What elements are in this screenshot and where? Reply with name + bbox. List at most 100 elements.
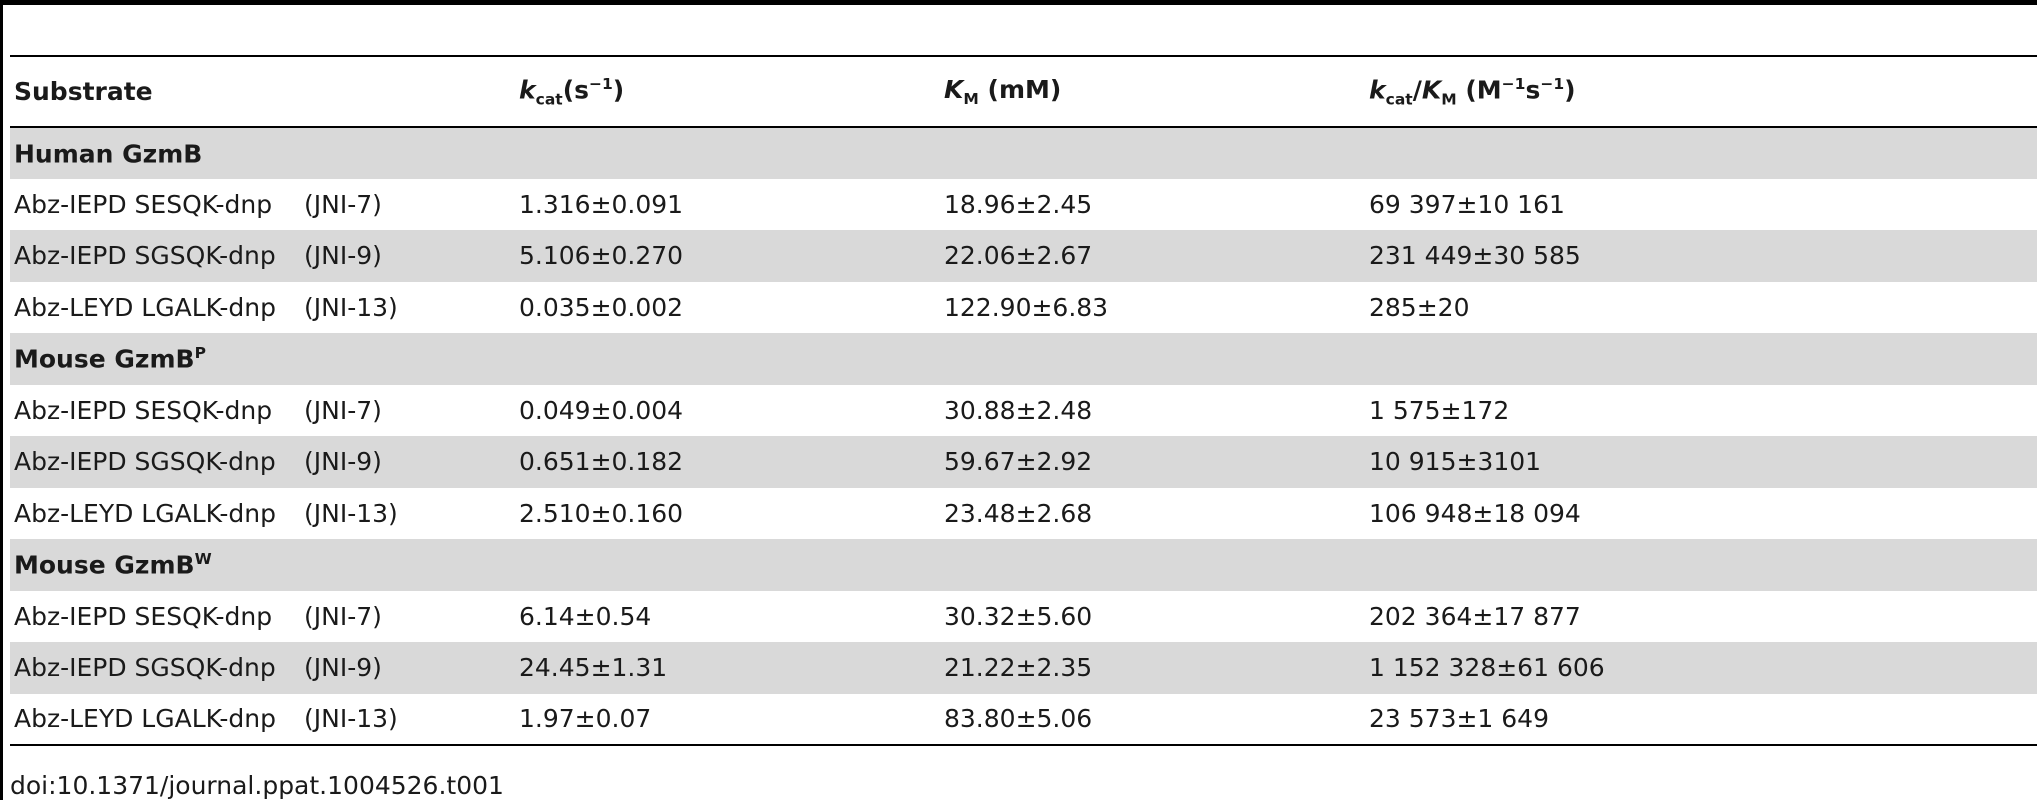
header-km: KM (mM) [940,55,1365,128]
group-header-row: Mouse GzmBP [10,333,2037,385]
substrate-cell: Abz-IEPD SGSQK-dnp (JNI-9) [10,230,515,282]
km-cell: 22.06±2.67 [940,230,1365,282]
substrate-cell: Abz-IEPD SESQK-dnp (JNI-7) [10,385,515,437]
kcat-cell: 0.049±0.004 [519,395,684,425]
ratio-cell: 202 364±17 877 [1369,601,1581,631]
doi-footnote[interactable]: doi:10.1371/journal.ppat.1004526.t001 [10,771,504,800]
table-row: Abz-IEPD SESQK-dnp (JNI-7) 0.049±0.004 30… [10,385,2037,437]
header-substrate: Substrate [10,55,515,128]
ratio-unit-sup2: −1 [1540,74,1565,93]
kcat-cell: 24.45±1.31 [515,642,940,694]
table-body: Human GzmB Abz-IEPD SESQK-dnp (JNI-7) 1.3… [10,127,2037,746]
km-cell: 18.96±2.45 [944,189,1093,219]
ratio-unit-close: ) [1564,75,1576,105]
substrate-cell: Abz-LEYD LGALK-dnp (JNI-13) [10,282,515,334]
kcat-cell: 0.651±0.182 [515,436,940,488]
ratio-cell: 10 915±3101 [1365,436,2037,488]
kcat-cell: 6.14±0.54 [519,601,652,631]
group-title: Mouse GzmBP [10,333,2037,385]
table-row: Abz-IEPD SGSQK-dnp (JNI-9) 24.45±1.31 21.… [10,642,2037,694]
substrate-code: (JNI-9) [304,241,382,271]
substrate-name: Abz-IEPD SGSQK-dnp [14,241,276,271]
km-symbol: K [944,75,964,104]
ratio-K-subscript: M [1441,90,1457,109]
substrate-cell: Abz-IEPD SGSQK-dnp (JNI-9) [10,642,515,694]
substrate-cell: Abz-LEYD LGALK-dnp (JNI-13) [10,488,515,540]
group-name-sup: W [194,550,212,569]
substrate-code: (JNI-7) [304,189,382,219]
ratio-cell: 106 948±18 094 [1369,498,1581,528]
group-header-row: Mouse GzmBW [10,539,2037,591]
substrate-code: (JNI-13) [304,704,398,734]
substrate-code: (JNI-9) [304,447,382,477]
table-row: Abz-IEPD SGSQK-dnp (JNI-9) 0.651±0.182 59… [10,436,2037,488]
substrate-code: (JNI-7) [304,601,382,631]
ratio-cell: 23 573±1 649 [1365,693,2037,746]
group-name: Mouse GzmB [14,344,195,374]
kinetics-table: Substrate kcat(s−1) KM (mM) kcat/KM (M−1… [10,55,2037,746]
group-name-sup: P [194,344,206,363]
table-header: Substrate kcat(s−1) KM (mM) kcat/KM (M−1… [10,55,2037,128]
ratio-unit-open: (M [1456,75,1502,105]
km-cell: 83.80±5.06 [940,693,1365,746]
kcat-cell: 1.316±0.091 [519,189,684,219]
kcat-cell: 0.035±0.002 [519,292,684,322]
substrate-name: Abz-LEYD LGALK-dnp [14,498,277,528]
kinetics-table-container: Substrate kcat(s−1) KM (mM) kcat/KM (M−1… [10,55,2037,746]
group-header-row: Human GzmB [10,127,2037,179]
km-unit: (mM) [978,75,1062,104]
substrate-name: Abz-IEPD SGSQK-dnp [14,653,276,683]
ratio-unit-sup1: −1 [1501,74,1526,93]
km-subscript: M [963,90,979,108]
substrate-cell: Abz-LEYD LGALK-dnp (JNI-13) [10,693,515,746]
kcat-cell: 2.510±0.160 [519,498,684,528]
group-name: Human GzmB [14,138,203,168]
substrate-name: Abz-IEPD SGSQK-dnp [14,447,276,477]
substrate-name: Abz-IEPD SESQK-dnp [14,601,273,631]
kcat-unit-close: ) [612,75,625,105]
table-row: Abz-LEYD LGALK-dnp (JNI-13) 1.97±0.07 83.… [10,693,2037,746]
km-cell: 122.90±6.83 [944,292,1109,322]
table-row: Abz-LEYD LGALK-dnp (JNI-13) 0.035±0.002 1… [10,282,2037,334]
ratio-slash: / [1412,75,1422,105]
substrate-name: Abz-IEPD SESQK-dnp [14,395,273,425]
substrate-name: Abz-LEYD LGALK-dnp [14,704,277,734]
header-substrate-label: Substrate [14,77,153,106]
kcat-subscript: cat [535,90,563,109]
kcat-cell: 5.106±0.270 [515,230,940,282]
substrate-code: (JNI-7) [304,395,382,425]
group-title: Mouse GzmBW [10,539,2037,591]
kcat-unit-open: (s [562,75,590,105]
ratio-cell: 1 152 328±61 606 [1365,642,2037,694]
header-row: Substrate kcat(s−1) KM (mM) kcat/KM (M−1… [10,55,2037,128]
km-cell: 23.48±2.68 [944,498,1093,528]
substrate-code: (JNI-9) [304,653,382,683]
substrate-name: Abz-IEPD SESQK-dnp [14,189,273,219]
substrate-cell: Abz-IEPD SESQK-dnp (JNI-7) [10,591,515,643]
kcat-cell: 1.97±0.07 [515,693,940,746]
group-name: Mouse GzmB [14,550,195,580]
substrate-cell: Abz-IEPD SGSQK-dnp (JNI-9) [10,436,515,488]
ratio-k-symbol: k [1369,75,1386,105]
ratio-cell: 231 449±30 585 [1365,230,2037,282]
substrate-name: Abz-LEYD LGALK-dnp [14,292,277,322]
substrate-code: (JNI-13) [304,498,398,528]
table-row: Abz-LEYD LGALK-dnp (JNI-13) 2.510±0.160 2… [10,488,2037,540]
kcat-unit-sup: −1 [589,74,613,93]
kcat-symbol: k [519,75,536,105]
ratio-K-symbol: K [1421,75,1442,105]
km-cell: 30.32±5.60 [944,601,1093,631]
ratio-cell: 285±20 [1369,292,1470,322]
table-row: Abz-IEPD SESQK-dnp (JNI-7) 1.316±0.091 18… [10,179,2037,231]
header-ratio: kcat/KM (M−1s−1) [1365,55,2037,128]
km-cell: 30.88±2.48 [944,395,1093,425]
ratio-cell: 1 575±172 [1369,395,1510,425]
ratio-cell: 69 397±10 161 [1369,189,1565,219]
ratio-unit-mid: s [1525,75,1541,105]
table-row: Abz-IEPD SGSQK-dnp (JNI-9) 5.106±0.270 22… [10,230,2037,282]
km-cell: 21.22±2.35 [940,642,1365,694]
ratio-k-subscript: cat [1385,90,1413,109]
table-row: Abz-IEPD SESQK-dnp (JNI-7) 6.14±0.54 30.3… [10,591,2037,643]
km-cell: 59.67±2.92 [940,436,1365,488]
